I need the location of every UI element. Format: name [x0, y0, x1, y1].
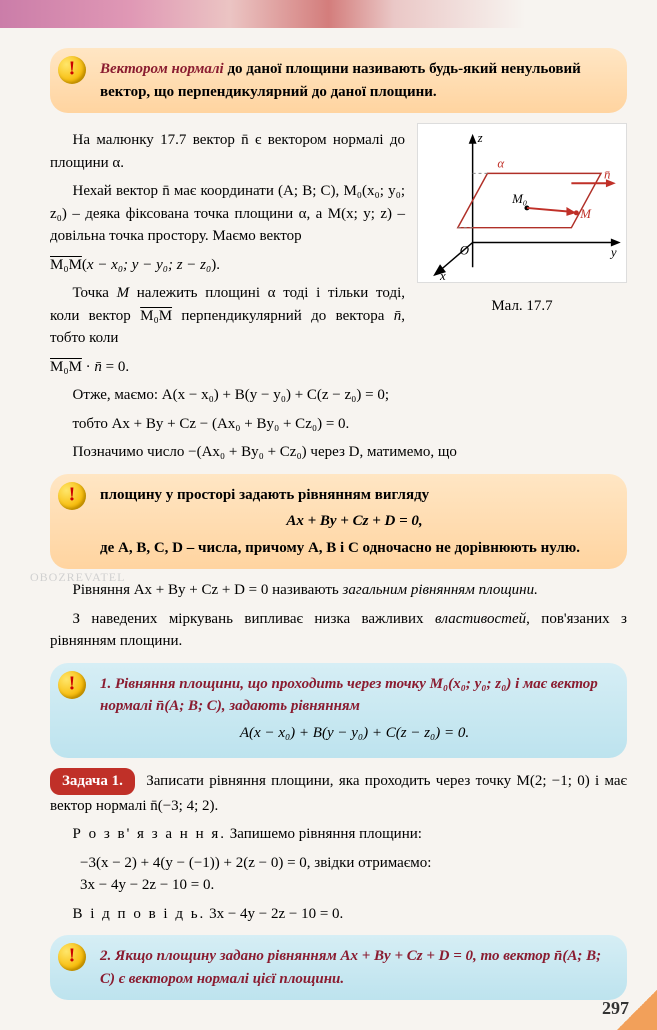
derive-3: Позначимо число −(Ax₀ + By₀ + Cz₀) через…	[50, 441, 627, 464]
task-text: Записати рівняння площини, яка проходить…	[50, 773, 627, 814]
prop2-num: 2.	[100, 948, 111, 964]
axis-z-label: z	[477, 131, 483, 145]
alert-icon	[58, 943, 86, 971]
header-decoration	[0, 0, 657, 28]
task-sol-line2: 3x − 4y − 2z − 10 = 0.	[80, 874, 627, 897]
axis-y-label: y	[609, 245, 617, 259]
figure-caption: Мал. 17.7	[417, 295, 627, 318]
coord-diagram: z y x O α n̄ M₀ M	[417, 123, 627, 283]
alpha-label: α	[497, 156, 504, 170]
callout-property-1: 1. Рівняння площини, що проходить через …	[50, 663, 627, 759]
m-label: M	[579, 207, 592, 221]
eq-dot-zero: M₀M · n̄ = 0. M₀M · n̄ = 0.	[50, 356, 405, 379]
prop1-text: Рівняння площини, що проходить через точ…	[100, 676, 598, 715]
callout2-line2: де A, B, C, D – числа, причому A, B і C …	[100, 537, 609, 560]
callout-definition-normal-vector: Вектором нормалі до даної площини назива…	[50, 48, 627, 113]
m0-label: M₀	[511, 192, 527, 206]
task-1: Задача 1. Записати рівняння площини, яка…	[50, 768, 627, 817]
prop2-text: Якщо площину задано рівнянням Ax + By + …	[100, 948, 601, 987]
prop1-num: 1.	[100, 676, 111, 692]
para-fig-ref: На малюнку 17.7 вектор n̄ є вектором нор…	[50, 129, 405, 174]
vector-m0m: M₀MM₀M(x − x₀; y − y₀; z − z₀).(x − x₀; …	[50, 254, 405, 277]
para-general-eq: Рівняння Ax + By + Cz + D = 0 називають …	[50, 579, 627, 602]
alert-icon	[58, 482, 86, 510]
callout2-eq: Ax + By + Cz + D = 0,	[100, 510, 609, 533]
alert-icon	[58, 56, 86, 84]
task-answer: В і д п о в і д ь. 3x − 4y − 2z − 10 = 0…	[50, 903, 627, 926]
axis-x-label: x	[439, 269, 446, 283]
callout-general-equation: площину у просторі задають рівнянням виг…	[50, 474, 627, 570]
task-sol-line1: −3(x − 2) + 4(y − (−1)) + 2(z − 0) = 0, …	[80, 852, 627, 875]
paragraph-block-1: На малюнку 17.7 вектор n̄ є вектором нор…	[50, 123, 405, 378]
task-badge: Задача 1.	[50, 768, 135, 795]
para-perp-condition: Точка M належить площині α тоді і тільки…	[50, 282, 405, 350]
n-label: n̄	[604, 167, 611, 181]
text-with-figure: На малюнку 17.7 вектор n̄ є вектором нор…	[50, 123, 627, 378]
corner-decoration	[617, 990, 657, 1030]
origin-label: O	[460, 243, 469, 257]
callout-property-2: 2. Якщо площину задано рівнянням Ax + By…	[50, 935, 627, 1000]
figure-17-7: z y x O α n̄ M₀ M Мал. 17.7	[417, 123, 627, 317]
derive-1: Отже, маємо: A(x − x₀) + B(y − y₀) + C(z…	[50, 384, 627, 407]
alert-icon	[58, 671, 86, 699]
derive-2: тобто Ax + By + Cz − (Ax₀ + By₀ + Cz₀) =…	[50, 413, 627, 436]
callout2-line1: площину у просторі задають рівнянням виг…	[100, 484, 609, 507]
task-solution: Р о з в' я з а н н я. Запишемо рівняння …	[50, 823, 627, 846]
term-normal-vector: Вектором нормалі	[100, 61, 224, 77]
para-properties: З наведених міркувань випливає низка важ…	[50, 608, 627, 653]
page-content: Вектором нормалі до даної площини назива…	[0, 28, 657, 1030]
prop1-eq: A(x − x₀) + B(y − y₀) + C(z − z₀) = 0.	[100, 722, 609, 745]
para-setup: Нехай вектор n̄ має координати (A; B; C)…	[50, 180, 405, 248]
